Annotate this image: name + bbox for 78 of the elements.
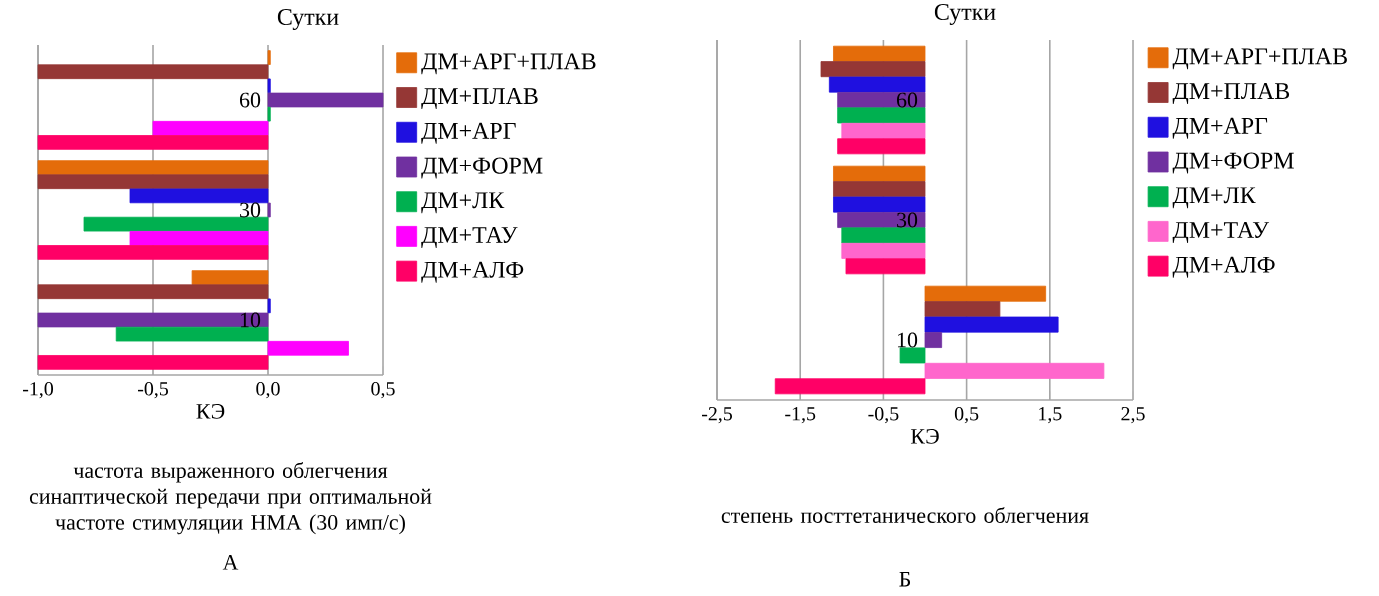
bar <box>833 45 926 62</box>
bar <box>37 64 269 80</box>
bar <box>37 135 269 150</box>
bar <box>833 196 926 213</box>
bar <box>841 122 926 139</box>
bar <box>833 181 926 198</box>
legend-label: ДМ+ПЛАВ <box>1172 83 1290 104</box>
y-axis-title: Сутки <box>277 8 339 30</box>
x-tick-label: 1,5 <box>1039 407 1062 424</box>
legend-label: ДМ+ФОРМ <box>1172 152 1294 174</box>
legend-label: ДМ+ТАУ <box>421 227 518 248</box>
bar <box>837 138 926 155</box>
x-tick-label: -1,0 <box>22 382 54 399</box>
bar <box>899 347 926 364</box>
bar <box>820 61 926 78</box>
bar <box>267 106 271 122</box>
bar <box>152 120 269 136</box>
y-tick-label: 10 <box>240 312 261 328</box>
bar <box>924 301 1001 318</box>
x-axis-title: КЭ <box>910 429 939 444</box>
bar <box>37 160 269 175</box>
text: степень посттетанического облегчения <box>721 507 1089 523</box>
bar <box>774 378 926 395</box>
bar <box>924 285 1047 302</box>
legend-label: ДМ+АЛФ <box>421 261 524 283</box>
y-tick-label: 60 <box>896 92 918 108</box>
x-tick-label: -2,5 <box>701 407 732 424</box>
text: частота выраженного облегчения синаптической передачи при оптимальной частоте стимуляции НМА (30 имп/с) <box>29 462 432 535</box>
legend-label: ДМ+ФОРМ <box>421 157 543 179</box>
bar <box>841 227 926 244</box>
x-tick-label: -1,5 <box>785 407 816 424</box>
x-tick-label: 0,5 <box>954 407 979 424</box>
bar <box>37 355 269 370</box>
legend-label: ДМ+АРГ+ПЛАВ <box>421 53 596 75</box>
x-tick-label: -0,5 <box>137 382 168 399</box>
bar <box>37 312 269 328</box>
text: А <box>222 555 239 570</box>
bar <box>924 316 1059 333</box>
bar <box>924 362 1105 379</box>
legend-label: ДМ+ТАУ <box>1172 222 1270 243</box>
bar <box>191 270 269 285</box>
text: Б <box>899 572 911 587</box>
x-axis-title: КЭ <box>196 404 225 419</box>
legend-label: ДМ+АЛФ <box>1172 256 1275 278</box>
y-axis-title: Сутки <box>934 3 996 25</box>
bar <box>267 298 271 314</box>
y-tick-label: 30 <box>240 202 261 218</box>
y-tick-label: 30 <box>897 212 918 228</box>
bar <box>841 242 926 259</box>
legend-label: ДМ+АРГ <box>1172 117 1268 139</box>
bar <box>129 230 269 246</box>
bar <box>83 216 269 232</box>
bar <box>37 284 269 300</box>
bar <box>924 332 943 348</box>
bar <box>828 76 926 93</box>
bar <box>267 340 349 356</box>
y-tick-label: 10 <box>897 332 918 348</box>
y-tick-label: 60 <box>239 92 261 108</box>
legend-label: ДМ+АРГ+ПЛАВ <box>1172 48 1347 70</box>
bar <box>833 165 926 182</box>
x-tick-label: 2,5 <box>1121 407 1145 424</box>
bar <box>837 107 926 124</box>
bar <box>267 92 384 108</box>
bar <box>845 258 926 275</box>
bar <box>267 78 271 94</box>
legend-label: ДМ+ЛК <box>1172 187 1256 209</box>
x-tick-label: -0,5 <box>868 407 899 424</box>
bar <box>267 202 271 218</box>
legend-label: ДМ+АРГ <box>421 122 516 144</box>
bar <box>37 245 269 260</box>
x-tick-label: 0,0 <box>256 382 280 399</box>
bar <box>129 188 269 204</box>
bar <box>115 326 269 342</box>
bar <box>267 50 271 65</box>
legend-label: ДМ+ПЛАВ <box>421 88 538 109</box>
x-tick-label: 0,5 <box>371 382 395 399</box>
legend-label: ДМ+ЛК <box>421 192 505 214</box>
bar <box>37 174 269 190</box>
